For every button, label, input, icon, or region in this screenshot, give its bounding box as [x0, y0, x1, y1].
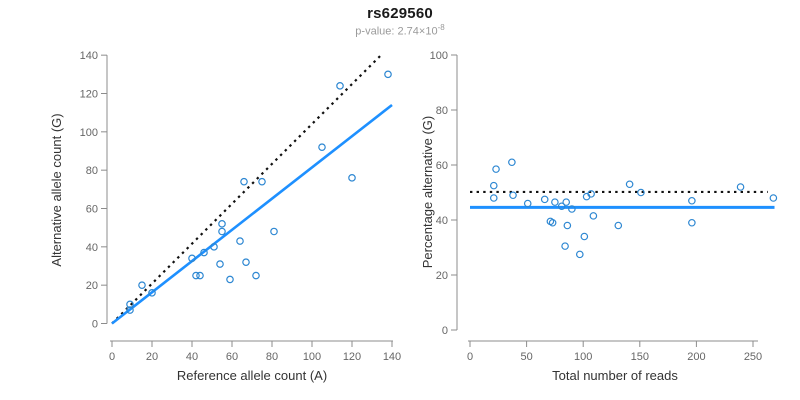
data-point: [218, 220, 226, 228]
expected-identity-line: [111, 54, 382, 325]
x-tick-label: 20: [146, 351, 158, 363]
x-tick-label: 150: [631, 351, 649, 363]
data-point: [561, 242, 569, 250]
x-tick-label: 60: [226, 351, 238, 363]
data-point: [540, 195, 549, 204]
data-point: [557, 202, 566, 211]
y-tick-label: 80: [86, 165, 98, 177]
data-point: [625, 180, 634, 189]
x-tick-label: 100: [574, 351, 592, 363]
data-point: [509, 191, 517, 200]
data-point: [236, 237, 244, 245]
data-point: [240, 177, 248, 186]
data-point: [126, 300, 134, 309]
x-tick-label: 40: [186, 351, 198, 363]
data-point: [563, 221, 572, 230]
percentage-vs-coverage-scatter: 0 20 40 60 80 100 0 50 100 150 200 250: [430, 50, 778, 363]
data-point: [489, 194, 498, 202]
data-point: [242, 258, 250, 266]
left-x-axis-title: Reference allele count (A): [176, 368, 328, 383]
y-tick-label: 0: [92, 319, 98, 331]
data-point: [587, 190, 595, 198]
x-tick-label: 250: [744, 351, 762, 363]
data-point: [210, 243, 218, 251]
allele-counts-scatter: 0 20 40 60 80 100 120 140 0 20 40 60 80 100 120 140: [80, 50, 402, 363]
data-point: [258, 177, 266, 186]
x-tick-label: 100: [303, 351, 321, 363]
data-point: [270, 227, 278, 236]
x-tick-label: 120: [343, 351, 361, 363]
data-point: [614, 221, 623, 230]
y-tick-label: 40: [86, 242, 98, 254]
x-tick-label: 140: [383, 351, 401, 363]
data-point: [384, 70, 392, 79]
data-point: [551, 198, 559, 206]
data-point: [548, 218, 557, 227]
data-point: [523, 199, 532, 208]
p-value-text: p-value: 2.74×10: [355, 25, 438, 38]
right-x-axis-title: Total number of reads: [552, 368, 678, 383]
data-point: [348, 174, 356, 182]
data-point: [580, 232, 589, 241]
y-tick-label: 100: [80, 127, 98, 139]
data-point: [196, 271, 204, 280]
x-tick-label: 0: [467, 351, 473, 363]
y-tick-label: 20: [86, 280, 98, 292]
data-point: [226, 275, 234, 284]
data-point: [637, 188, 645, 197]
y-tick-label: 40: [436, 215, 448, 227]
y-tick-label: 140: [80, 50, 98, 62]
data-point: [318, 143, 326, 151]
data-point: [126, 306, 134, 314]
x-tick-label: 50: [520, 351, 532, 363]
y-tick-label: 60: [86, 203, 98, 215]
data-point: [508, 158, 516, 167]
plot-title: rs629560: [367, 5, 433, 22]
y-tick-label: 60: [436, 160, 448, 172]
data-point: [200, 248, 208, 257]
data-point: [769, 194, 778, 202]
data-point: [252, 271, 260, 280]
data-point: [568, 205, 576, 213]
data-point: [589, 212, 598, 220]
x-tick-label: 80: [266, 351, 278, 363]
data-point: [489, 181, 498, 190]
y-tick-label: 100: [430, 50, 448, 62]
data-point: [216, 260, 224, 268]
y-tick-label: 120: [80, 88, 98, 100]
data-point: [188, 254, 196, 263]
data-point: [192, 271, 200, 280]
p-value-exponent: -8: [437, 23, 445, 32]
y-tick-label: 20: [436, 270, 448, 282]
data-point: [218, 227, 226, 236]
data-point: [562, 198, 571, 206]
data-point: [148, 289, 156, 297]
data-point: [736, 183, 745, 191]
data-point: [336, 82, 344, 90]
data-point: [576, 250, 584, 259]
data-point: [688, 218, 696, 227]
left-y-axis-title: Alternative allele count (G): [49, 113, 64, 267]
plot-subtitle: p-value: 2.74×10-8: [0, 23, 800, 38]
data-point: [492, 165, 500, 173]
x-tick-label: 0: [109, 351, 115, 363]
y-tick-label: 0: [442, 325, 448, 337]
x-tick-label: 200: [687, 351, 705, 363]
data-point: [138, 281, 146, 289]
data-point: [688, 196, 696, 205]
right-y-axis-title: Percentage alternative (G): [420, 115, 435, 269]
y-tick-label: 80: [436, 105, 448, 117]
fitted-regression-line: [111, 103, 393, 325]
